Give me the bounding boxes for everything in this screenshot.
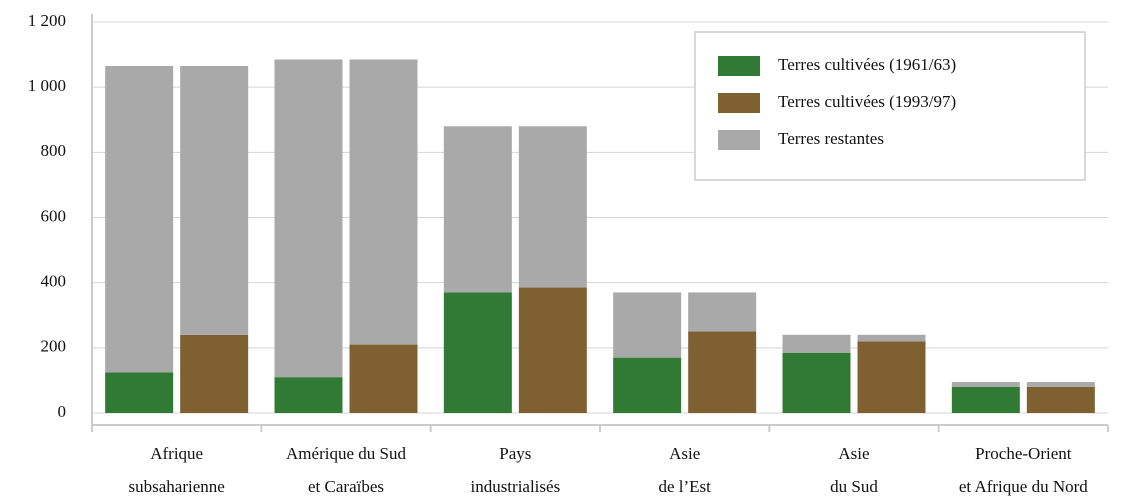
- bar: [274, 59, 343, 378]
- x-tick-label: Asie: [838, 444, 869, 463]
- x-tick-label: et Caraïbes: [308, 477, 384, 496]
- y-tick-label: 1 000: [28, 76, 66, 95]
- bar: [951, 386, 1020, 413]
- bar: [782, 334, 851, 353]
- bar: [613, 357, 682, 413]
- bar: [180, 334, 249, 413]
- legend-label: Terres restantes: [778, 129, 884, 148]
- bar: [105, 65, 174, 373]
- x-tick-label: Pays: [499, 444, 531, 463]
- bar: [613, 292, 682, 358]
- bar: [180, 65, 249, 335]
- x-tick-label: Asie: [669, 444, 700, 463]
- x-tick-label: industrialisés: [470, 477, 560, 496]
- bar: [857, 341, 926, 413]
- legend-label: Terres cultivées (1993/97): [778, 92, 956, 111]
- x-tick-label: Amérique du Sud: [286, 444, 406, 463]
- x-tick-label: subsaharienne: [129, 477, 225, 496]
- y-tick-label: 0: [58, 402, 67, 421]
- y-tick-label: 200: [41, 337, 67, 356]
- bar: [349, 59, 418, 345]
- bar: [951, 382, 1020, 387]
- y-tick-label: 1 200: [28, 11, 66, 30]
- legend-label: Terres cultivées (1961/63): [778, 55, 956, 74]
- x-tick-label: et Afrique du Nord: [959, 477, 1088, 496]
- bar: [1026, 382, 1095, 387]
- bar: [443, 292, 512, 413]
- legend-swatch: [718, 56, 760, 76]
- x-tick-label: de l’Est: [658, 477, 711, 496]
- bar: [349, 344, 418, 413]
- legend-swatch: [718, 130, 760, 150]
- legend-swatch: [718, 93, 760, 113]
- y-tick-label: 400: [41, 272, 67, 291]
- bar: [688, 292, 757, 332]
- bar: [518, 287, 587, 413]
- x-tick-label: Proche-Orient: [975, 444, 1072, 463]
- bar: [857, 334, 926, 342]
- x-tick-label: du Sud: [830, 477, 878, 496]
- bar: [688, 331, 757, 413]
- x-tick-label: Afrique: [150, 444, 203, 463]
- bar: [782, 352, 851, 413]
- y-tick-label: 800: [41, 141, 67, 160]
- bar: [274, 377, 343, 413]
- y-tick-label: 600: [41, 206, 67, 225]
- bar: [1026, 386, 1095, 413]
- bar: [443, 126, 512, 293]
- bar: [105, 372, 174, 413]
- bar: [518, 126, 587, 288]
